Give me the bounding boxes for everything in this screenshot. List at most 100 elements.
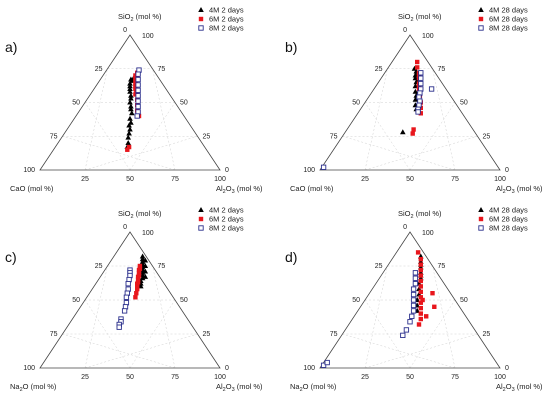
data-point <box>134 90 139 96</box>
series-3 <box>320 70 435 170</box>
legend-marker <box>478 7 484 12</box>
bottom-tick-label: 25 <box>81 374 89 381</box>
data-point <box>400 129 406 135</box>
data-point <box>142 257 149 263</box>
data-point <box>400 332 406 339</box>
data-point <box>424 314 429 319</box>
data-point <box>142 268 149 274</box>
bottom-tick-label: 100 <box>214 374 226 381</box>
series-3 <box>134 67 142 119</box>
legend-label: 8M 2 days <box>209 24 244 33</box>
data-point <box>135 82 141 88</box>
legend-marker <box>198 16 204 22</box>
bottom-tick-label: 25 <box>361 374 369 381</box>
left-tick-label: 100 <box>303 365 315 372</box>
legend-label: 8M 28 days <box>489 224 528 233</box>
data-point <box>133 81 138 86</box>
data-point <box>415 250 421 255</box>
top-tick-label: 100 <box>422 230 434 237</box>
left-tick-label: 25 <box>375 263 383 270</box>
data-point <box>418 257 423 262</box>
data-point <box>430 291 435 296</box>
data-point <box>416 322 422 327</box>
data-point <box>139 253 146 259</box>
data-point <box>126 122 132 128</box>
legend-marker <box>478 25 484 31</box>
data-point <box>125 147 130 152</box>
data-point <box>133 86 138 92</box>
top-tick-label: 100 <box>142 33 154 40</box>
right-tick-label: 25 <box>483 331 491 338</box>
left-tick-label: 75 <box>50 331 58 338</box>
left-tick-label: 50 <box>352 100 360 107</box>
data-point <box>418 278 423 284</box>
left-tick-label: 50 <box>72 297 80 304</box>
grid-line <box>84 68 108 171</box>
top-tick-label: 0 <box>123 224 127 231</box>
top-vertex-label: SiO2 (mol %) <box>398 209 442 220</box>
data-point <box>412 275 419 281</box>
data-point <box>412 281 419 287</box>
top-tick-label: 0 <box>403 224 407 231</box>
data-point <box>137 263 143 269</box>
series-3 <box>320 270 419 368</box>
right-tick-label: 50 <box>180 100 188 107</box>
data-point <box>415 59 420 65</box>
data-point <box>415 109 421 115</box>
legend-label: 6M 2 days <box>209 15 244 24</box>
ternary-panel-4: 25 50 75 100 75 50 25 0 25 50 75 100 0 100 SiO2 (mol %… <box>285 206 543 394</box>
bottom-tick-label: 100 <box>494 374 506 381</box>
left-tick-label: 25 <box>375 66 383 73</box>
left-tick-label: 25 <box>95 66 103 73</box>
legend-marker <box>478 16 484 22</box>
data-point <box>136 270 142 275</box>
data-point <box>136 273 142 278</box>
bottom-tick-label: 50 <box>406 374 414 381</box>
right-tick-label: 25 <box>203 331 211 338</box>
bottom-tick-label: 75 <box>171 374 179 381</box>
right-tick-label: 0 <box>225 365 229 372</box>
left-tick-label: 100 <box>23 365 35 372</box>
data-point <box>410 302 417 309</box>
bottom-tick-label: 25 <box>361 176 369 183</box>
ternary-frame <box>39 34 221 171</box>
data-point <box>418 316 423 322</box>
grid-line <box>432 68 456 171</box>
grid-line <box>152 68 176 171</box>
data-point <box>133 295 138 300</box>
data-point <box>412 270 419 276</box>
data-point <box>127 88 133 94</box>
legend-marker <box>478 225 484 231</box>
ternary-panel-3: 25 50 75 100 75 50 25 0 25 50 75 100 0 100 SiO2 (mol %… <box>5 206 263 394</box>
data-point <box>418 111 423 116</box>
data-point <box>127 99 133 105</box>
grid-line <box>342 136 456 171</box>
legend-marker <box>478 216 484 222</box>
legend-label: 6M 28 days <box>489 215 528 224</box>
legend-marker <box>198 207 204 212</box>
grid-line <box>84 265 108 369</box>
data-point <box>134 113 140 119</box>
data-point <box>418 262 423 267</box>
right-tick-label: 75 <box>158 66 166 73</box>
legend-marker <box>478 207 484 212</box>
data-point <box>135 71 141 77</box>
panel-label: d) <box>285 249 297 265</box>
data-point <box>128 119 134 125</box>
ternary-panel-1: 25 50 75 100 75 50 25 0 25 50 75 100 0 100 SiO2 (mol %… <box>5 6 263 196</box>
data-point <box>123 294 130 300</box>
right-vertex-label: Al2O3 (mol %) <box>496 184 543 195</box>
panel-label: c) <box>5 249 17 265</box>
data-point <box>416 73 422 78</box>
data-point <box>127 115 133 121</box>
right-tick-label: 75 <box>438 66 446 73</box>
data-point <box>133 84 138 89</box>
data-point <box>126 144 132 150</box>
data-point <box>418 305 423 311</box>
data-point <box>418 273 423 278</box>
data-point <box>128 92 134 98</box>
grid-line <box>152 265 176 369</box>
data-point <box>418 311 423 316</box>
data-point <box>135 277 141 282</box>
